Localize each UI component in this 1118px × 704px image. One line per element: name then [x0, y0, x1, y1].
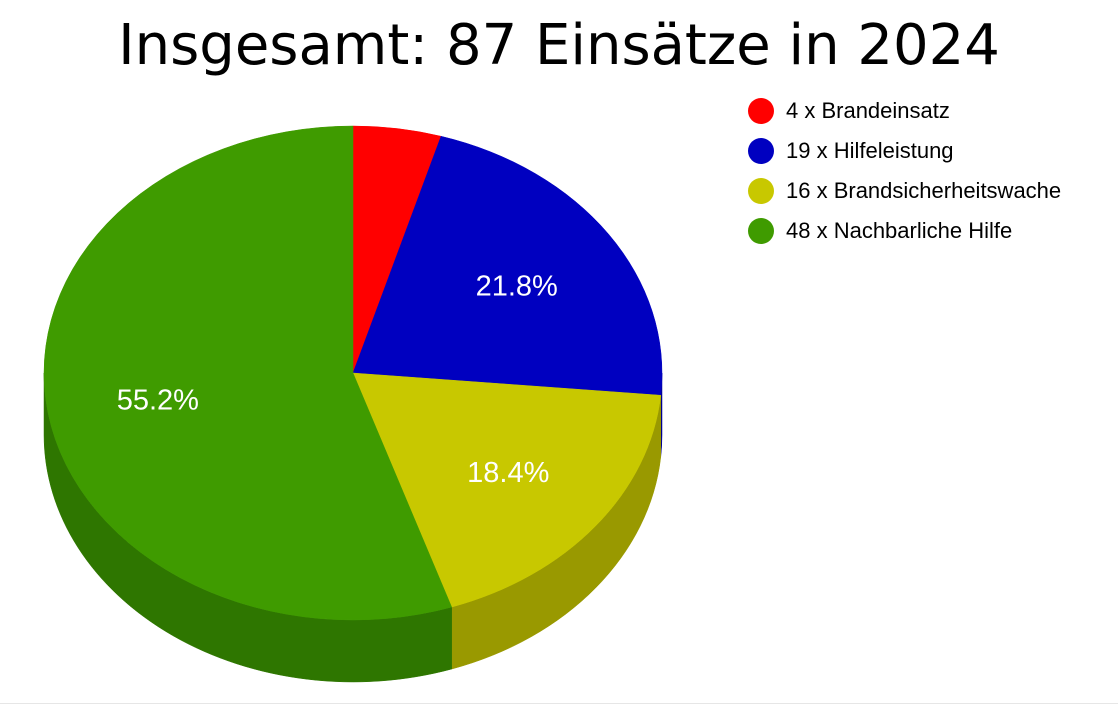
pie-slice-hilfeleistung — [352, 135, 663, 396]
legend-item-hilfeleistung: 19 x Hilfeleistung — [748, 131, 1061, 171]
legend-label-nachbarliche-hilfe: 48 x Nachbarliche Hilfe — [786, 218, 1013, 243]
pie-slice-nachbarliche-hilfe — [43, 125, 453, 621]
legend-label-brandsicherheitswache: 16 x Brandsicherheitswache — [786, 178, 1062, 203]
legend: 4 x Brandeinsatz 19 x Hilfeleistung 16 x… — [748, 91, 1061, 251]
pie-label-nachbarliche-hilfe: 55.2% — [117, 385, 199, 417]
legend-label-brandeinsatz: 4 x Brandeinsatz — [786, 98, 950, 123]
legend-swatch-nachbarliche-hilfe — [748, 218, 774, 244]
pie-label-hilfeleistung: 21.8% — [476, 270, 558, 302]
legend-item-nachbarliche-hilfe: 48 x Nachbarliche Hilfe — [748, 211, 1061, 251]
pie-slice-brandsicherheitswache — [352, 372, 662, 608]
legend-swatch-brandeinsatz — [748, 98, 774, 124]
legend-item-brandsicherheitswache: 16 x Brandsicherheitswache — [748, 171, 1061, 211]
legend-label-hilfeleistung: 19 x Hilfeleistung — [786, 138, 954, 163]
legend-swatch-hilfeleistung — [748, 138, 774, 164]
pie-label-brandsicherheitswache: 18.4% — [467, 457, 549, 489]
chart-title: Insgesamt: 87 Einsätze in 2024 — [118, 13, 1000, 78]
legend-swatch-brandsicherheitswache — [748, 178, 774, 204]
legend-item-brandeinsatz: 4 x Brandeinsatz — [748, 91, 1061, 131]
